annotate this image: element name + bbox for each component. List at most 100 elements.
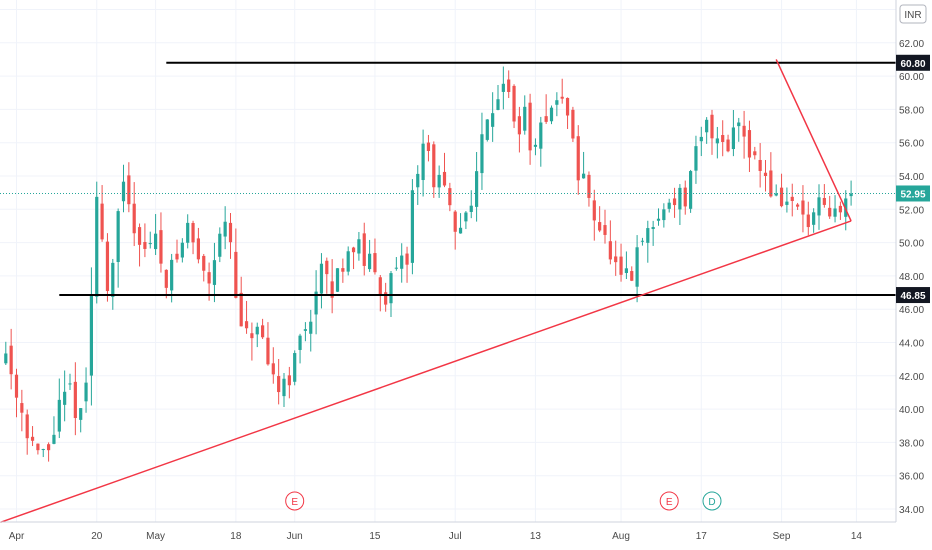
candle-body bbox=[453, 211, 457, 232]
candle-body bbox=[36, 443, 40, 451]
candle-body bbox=[79, 408, 83, 420]
y-tick-label: 38.00 bbox=[899, 438, 924, 449]
candle-body bbox=[715, 138, 719, 144]
candle-body bbox=[218, 233, 222, 257]
candle-body bbox=[812, 212, 816, 225]
x-tick-label: 17 bbox=[696, 531, 708, 542]
candle-body bbox=[496, 99, 500, 110]
time-axis[interactable]: Apr 20 May 18 Jun 15 Jul 13 Aug 17 Sep 14 bbox=[9, 531, 863, 542]
candle-body bbox=[357, 239, 361, 254]
candle-body bbox=[742, 125, 746, 137]
y-tick-label: 42.00 bbox=[899, 372, 924, 383]
candle-body bbox=[630, 271, 634, 281]
candle-body bbox=[314, 291, 318, 315]
candle-body bbox=[635, 247, 639, 287]
candle-body bbox=[437, 174, 441, 188]
candle-body bbox=[806, 214, 810, 228]
candle-body bbox=[549, 107, 554, 122]
candle-body bbox=[68, 383, 72, 385]
candle-body bbox=[774, 193, 778, 196]
candle-body bbox=[20, 403, 24, 413]
y-tick-label: 48.00 bbox=[899, 272, 924, 283]
x-tick-label: May bbox=[146, 531, 165, 542]
candle-body bbox=[116, 211, 120, 262]
candle-body bbox=[325, 260, 329, 275]
candle-body bbox=[52, 434, 56, 444]
candle-body bbox=[587, 174, 591, 198]
candle-body bbox=[351, 247, 356, 253]
candle-body bbox=[261, 325, 265, 338]
candle-body bbox=[432, 144, 436, 188]
candle-body bbox=[822, 198, 826, 205]
candle-body bbox=[726, 139, 730, 152]
candle-body bbox=[475, 171, 479, 207]
candle-body bbox=[571, 109, 575, 139]
candle-body bbox=[416, 173, 420, 188]
candle-body bbox=[207, 272, 211, 284]
candle-body bbox=[57, 399, 61, 432]
candle-body bbox=[127, 175, 131, 205]
y-tick-label: 62.00 bbox=[899, 39, 924, 50]
candle-body bbox=[293, 353, 297, 382]
candle-body bbox=[533, 144, 538, 147]
candle-body bbox=[790, 196, 794, 201]
candle-body bbox=[507, 79, 511, 92]
candle-body bbox=[710, 114, 714, 139]
candle-body bbox=[646, 228, 650, 243]
candle-body bbox=[330, 281, 334, 298]
candle-body bbox=[244, 321, 249, 329]
candle-body bbox=[491, 113, 495, 127]
candle-body bbox=[89, 295, 93, 376]
candle-body bbox=[608, 241, 612, 260]
candle-body bbox=[180, 242, 184, 258]
candle-body bbox=[769, 170, 773, 197]
candle-body bbox=[368, 253, 372, 270]
candle-body bbox=[817, 197, 821, 216]
x-tick-label: 20 bbox=[91, 531, 103, 542]
currency-badge: INR bbox=[899, 4, 927, 24]
candle-body bbox=[796, 204, 800, 207]
candle-body bbox=[501, 83, 505, 92]
candle-body bbox=[464, 212, 468, 222]
candle-body bbox=[480, 134, 484, 174]
candle-body bbox=[319, 263, 324, 294]
candle-body bbox=[458, 227, 463, 234]
price-label-text: 52.95 bbox=[900, 189, 925, 200]
event-marker-label: E bbox=[291, 497, 298, 508]
candle-body bbox=[186, 222, 190, 243]
candle-body bbox=[651, 227, 655, 230]
candle-body bbox=[95, 196, 99, 297]
candle-body bbox=[785, 201, 789, 205]
y-tick-label: 46.00 bbox=[899, 305, 924, 316]
candle-body bbox=[298, 335, 302, 350]
candle-body bbox=[137, 227, 142, 245]
candle-body bbox=[747, 130, 752, 158]
x-tick-label: Jun bbox=[287, 531, 303, 542]
candle-body bbox=[25, 414, 29, 439]
candle-body bbox=[560, 96, 564, 99]
y-tick-label: 44.00 bbox=[899, 339, 924, 350]
price-label-text: 60.80 bbox=[900, 59, 925, 70]
price-label-box bbox=[896, 185, 930, 202]
price-label-box bbox=[896, 287, 930, 304]
candle-body bbox=[378, 277, 382, 295]
candle-body bbox=[282, 378, 286, 397]
y-tick-label: 54.00 bbox=[899, 172, 924, 183]
candle-body bbox=[426, 142, 431, 152]
candle-body bbox=[517, 116, 521, 135]
candle-body bbox=[485, 119, 489, 140]
candle-body bbox=[624, 268, 628, 274]
candle-body bbox=[30, 436, 35, 441]
x-tick-label: 13 bbox=[530, 531, 542, 542]
candle-body bbox=[544, 116, 548, 122]
candle-body bbox=[828, 207, 832, 217]
candle-body bbox=[758, 159, 762, 171]
event-marker-circle bbox=[659, 491, 679, 511]
price-axis[interactable]: 34.00 36.00 38.00 40.00 42.00 44.00 46.00 48.00… bbox=[899, 6, 924, 517]
candle-body bbox=[721, 135, 725, 142]
candle-body bbox=[239, 292, 243, 327]
candle-body bbox=[9, 345, 13, 375]
candle-body bbox=[539, 122, 543, 149]
